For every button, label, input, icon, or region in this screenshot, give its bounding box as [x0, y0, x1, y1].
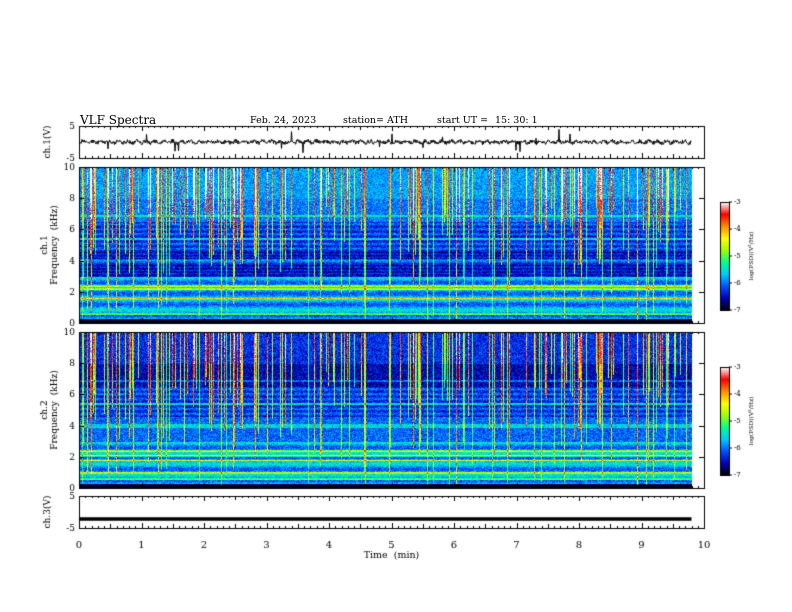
- start-ut-label: start UT =: [437, 115, 489, 126]
- start-ut-value: 15: 30: 1: [495, 115, 538, 126]
- station-label: station= ATH: [343, 115, 408, 126]
- date-label: Feb. 24, 2023: [250, 115, 317, 126]
- chart-title: VLF Spectra: [80, 113, 157, 127]
